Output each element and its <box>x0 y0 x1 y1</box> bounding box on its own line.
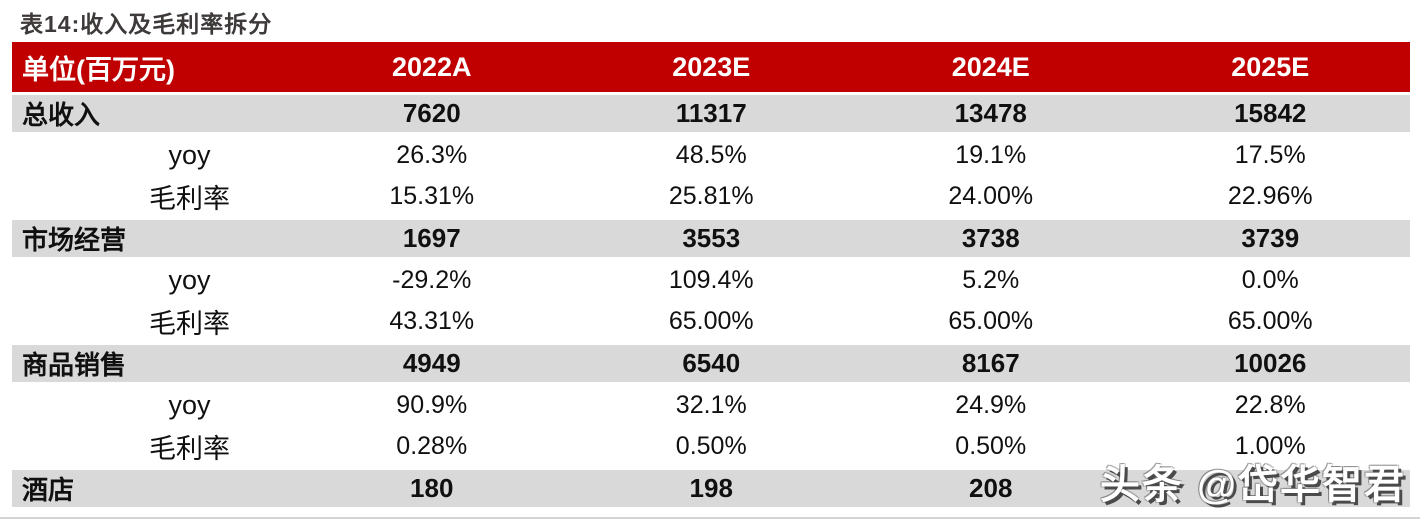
row-label: 酒店 <box>12 467 292 510</box>
table-section-row: 商品销售 4949 6540 8167 10026 <box>12 342 1410 385</box>
value-cell: 0.50% <box>675 432 747 460</box>
table-header-row: 单位(百万元) 2022A 2023E 2024E 2025E <box>12 42 1410 94</box>
value-cell: 3738 <box>851 217 1131 260</box>
value-cell: 0.0% <box>1241 266 1299 294</box>
value-cell: 24.00% <box>948 182 1034 210</box>
value-cell: 4949 <box>292 342 572 385</box>
value-cell: 8167 <box>851 342 1131 385</box>
value-cell: 24.9% <box>955 391 1027 419</box>
year-column-2024e: 2024E <box>851 42 1131 94</box>
table-body: 总收入 7620 11317 13478 15842 yoy 26.3% 48.5% 19.1%… <box>12 92 1410 510</box>
value-cell: -29.2% <box>392 266 472 294</box>
table-sub-row: 毛利率 43.31% 65.00% 65.00% 65.00% <box>12 301 1410 344</box>
value-cell: 5.2% <box>962 266 1020 294</box>
value-cell: 208 <box>851 467 1131 510</box>
year-column-2025e: 2025E <box>1130 42 1410 94</box>
value-cell: 17.5% <box>1234 141 1306 169</box>
table-sub-row: yoy 90.9% 32.1% 24.9% 22.8% <box>12 384 1410 427</box>
row-label: 商品销售 <box>12 342 292 385</box>
table-title: 表14:收入及毛利率拆分 <box>20 11 273 37</box>
value-cell: 65.00% <box>668 307 754 335</box>
row-label: 毛利率 <box>149 434 230 464</box>
revenue-gross-margin-table: 单位(百万元) 2022A 2023E 2024E 2025E 总收入 7620 1… <box>12 42 1410 510</box>
table-sub-row: 毛利率 0.28% 0.50% 0.50% 1.00% <box>12 426 1410 469</box>
year-column-2023e: 2023E <box>571 42 851 94</box>
row-label: yoy <box>168 390 211 420</box>
value-cell: 15842 <box>1130 92 1410 135</box>
bottom-divider <box>0 517 1420 519</box>
table-sub-row: 毛利率 15.31% 25.81% 24.00% 22.96% <box>12 176 1410 219</box>
value-cell: 180 <box>292 467 572 510</box>
row-label: 总收入 <box>12 92 292 135</box>
value-cell: 65.00% <box>1227 307 1313 335</box>
watermark: 头条 @岱华智君 <box>1099 463 1406 507</box>
value-cell: 43.31% <box>389 307 475 335</box>
value-cell: 3553 <box>571 217 851 260</box>
row-label: 毛利率 <box>149 184 230 214</box>
value-cell: 90.9% <box>396 391 468 419</box>
value-cell: 10026 <box>1130 342 1410 385</box>
value-cell: 25.81% <box>668 182 754 210</box>
table-section-row: 市场经营 1697 3553 3738 3739 <box>12 217 1410 260</box>
value-cell: 65.00% <box>948 307 1034 335</box>
value-cell: 6540 <box>571 342 851 385</box>
row-label: 市场经营 <box>12 217 292 260</box>
value-cell: 0.50% <box>955 432 1027 460</box>
row-label: 毛利率 <box>149 309 230 339</box>
row-label: yoy <box>168 140 211 170</box>
table-section-row: 酒店 180 198 208 <box>12 467 1410 510</box>
value-cell: 22.96% <box>1227 182 1313 210</box>
value-cell: 109.4% <box>668 266 754 294</box>
value-cell: 3739 <box>1130 217 1410 260</box>
value-cell: 1697 <box>292 217 572 260</box>
value-cell: 26.3% <box>396 141 468 169</box>
value-cell: 13478 <box>851 92 1131 135</box>
value-cell: 19.1% <box>955 141 1027 169</box>
value-cell: 32.1% <box>675 391 747 419</box>
table-sub-row: yoy -29.2% 109.4% 5.2% 0.0% <box>12 259 1410 302</box>
value-cell: 15.31% <box>389 182 475 210</box>
value-cell: 11317 <box>571 92 851 135</box>
value-cell: 48.5% <box>675 141 747 169</box>
value-cell: 1.00% <box>1234 432 1306 460</box>
value-cell <box>1130 467 1410 510</box>
value-cell: 0.28% <box>396 432 468 460</box>
table-sub-row: yoy 26.3% 48.5% 19.1% 17.5% <box>12 134 1410 177</box>
row-label: yoy <box>168 265 211 295</box>
unit-header-cell: 单位(百万元) <box>12 42 292 94</box>
table-section-row: 总收入 7620 11317 13478 15842 <box>12 92 1410 135</box>
year-column-2022a: 2022A <box>292 42 572 94</box>
value-cell: 7620 <box>292 92 572 135</box>
value-cell: 22.8% <box>1234 391 1306 419</box>
value-cell: 198 <box>571 467 851 510</box>
